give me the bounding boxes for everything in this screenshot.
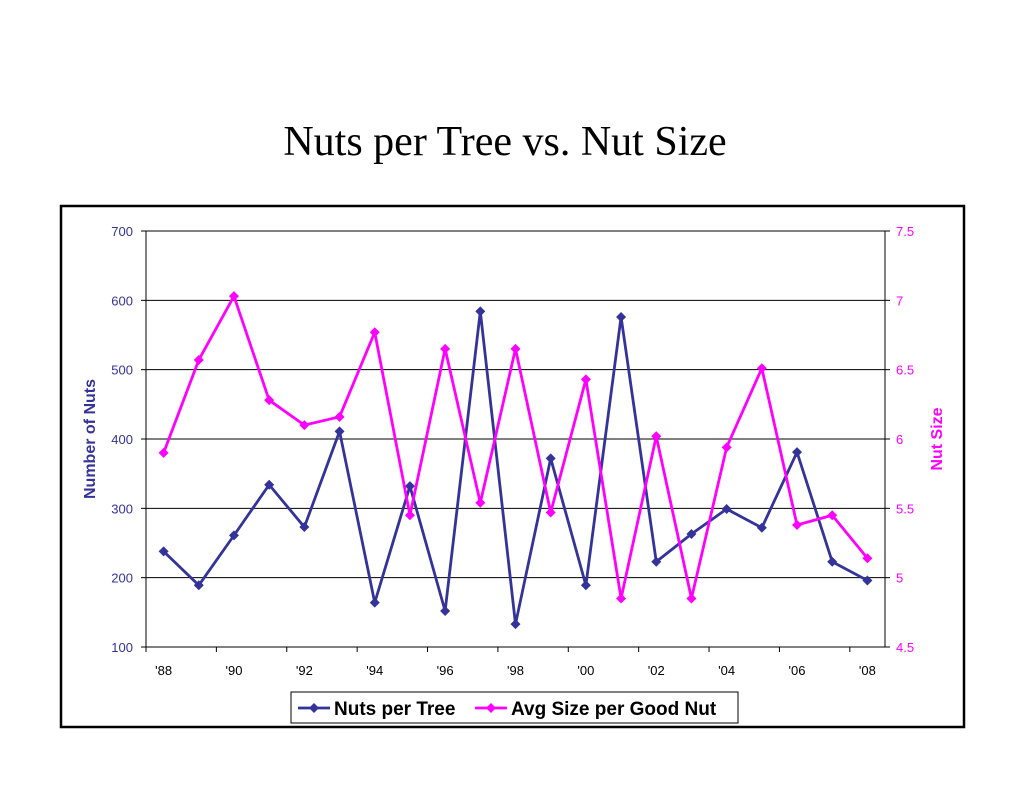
data-point	[404, 481, 415, 492]
data-point	[721, 504, 732, 515]
data-point	[369, 327, 380, 338]
data-point	[545, 453, 556, 464]
y-left-tick-label: 500	[111, 363, 133, 378]
data-point	[228, 291, 239, 302]
y-left-tick-label: 400	[111, 432, 133, 447]
data-point	[792, 447, 803, 458]
data-point	[264, 395, 275, 406]
data-point	[369, 597, 380, 608]
y-left-tick-label: 300	[111, 501, 133, 516]
data-point	[510, 343, 521, 354]
x-tick-label: '06	[789, 663, 806, 678]
x-tick-label: '08	[859, 663, 876, 678]
y-right-tick-label: 7.5	[896, 224, 914, 239]
data-point	[792, 519, 803, 530]
data-point	[404, 510, 415, 521]
data-point	[756, 522, 767, 533]
y-right-tick-label: 4.5	[896, 640, 914, 655]
data-point	[440, 605, 451, 616]
data-point	[193, 354, 204, 365]
data-point	[334, 426, 345, 437]
data-point	[334, 411, 345, 422]
data-point	[545, 507, 556, 518]
data-point	[158, 447, 169, 458]
data-point	[264, 479, 275, 490]
x-tick-label: '90	[225, 663, 242, 678]
data-point	[510, 619, 521, 630]
data-point	[616, 593, 627, 604]
y-right-tick-label: 6	[896, 432, 903, 447]
y-left-tick-label: 100	[111, 640, 133, 655]
data-point	[580, 374, 591, 385]
data-point	[827, 556, 838, 567]
gridlines	[146, 230, 885, 579]
data-point	[228, 530, 239, 541]
data-point	[475, 306, 486, 317]
data-point	[299, 522, 310, 533]
y-right-tick-label: 5	[896, 571, 903, 586]
data-point	[686, 528, 697, 539]
axes: 100 200 300 400 500 600 700 4.5 5 5.5 6 6.5 7 7.5 '88 '…	[111, 224, 914, 678]
data-point	[756, 363, 767, 374]
y-right-tick-label: 7	[896, 293, 903, 308]
data-point	[193, 580, 204, 591]
y-right-tick-label: 5.5	[896, 501, 914, 516]
data-point	[158, 546, 169, 557]
x-tick-label: '96	[437, 663, 454, 678]
data-point	[721, 442, 732, 453]
x-tick-label: '94	[366, 663, 383, 678]
legend-label: Avg Size per Good Nut	[511, 699, 717, 720]
legend: Nuts per Tree Avg Size per Good Nut	[290, 691, 739, 724]
data-point	[651, 431, 662, 442]
data-point	[686, 593, 697, 604]
x-tick-label: '88	[155, 663, 172, 678]
x-tick-label: '02	[648, 663, 665, 678]
legend-marker	[309, 703, 319, 713]
data-point	[299, 420, 310, 431]
legend-box	[290, 691, 739, 724]
chart-frame	[59, 204, 966, 729]
data-point	[862, 553, 873, 564]
y-left-tick-label: 700	[111, 224, 133, 239]
legend-label: Nuts per Tree	[334, 699, 455, 720]
y-left-tick-label: 200	[111, 571, 133, 586]
data-point	[440, 343, 451, 354]
y-left-tick-label: 600	[111, 293, 133, 308]
data-point	[580, 580, 591, 591]
x-tick-label: '00	[577, 663, 594, 678]
data-point	[616, 311, 627, 322]
legend-marker	[486, 703, 496, 713]
data-point	[475, 497, 486, 508]
x-tick-label: '98	[507, 663, 524, 678]
x-tick-label: '04	[718, 663, 735, 678]
page-title: Nuts per Tree vs. Nut Size	[283, 119, 727, 165]
data-point	[651, 556, 662, 567]
series-layer	[158, 291, 873, 630]
x-tick-label: '92	[296, 663, 313, 678]
y-axis-label-right: Nut Size	[929, 407, 946, 470]
y-right-tick-label: 6.5	[896, 363, 914, 378]
data-point	[862, 575, 873, 586]
data-point	[827, 510, 838, 521]
y-axis-label-left: Number of Nuts	[82, 379, 99, 499]
